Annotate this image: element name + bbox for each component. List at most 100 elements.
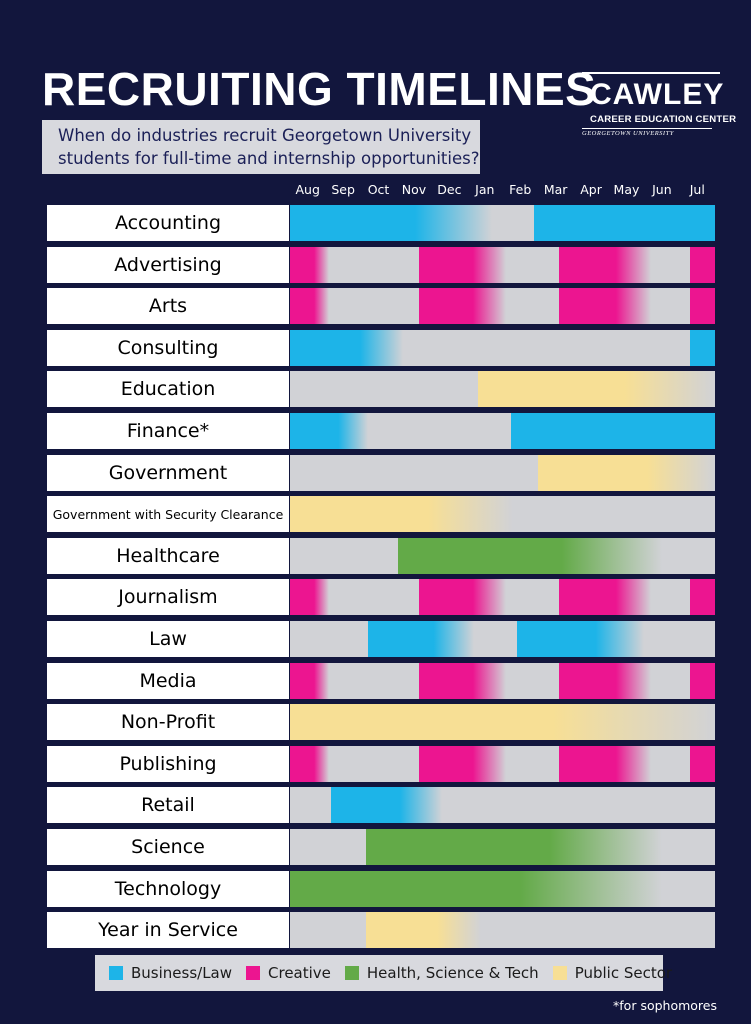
- segment-creative: [690, 745, 715, 782]
- timeline-bar: [290, 537, 715, 574]
- timeline-bar: [290, 288, 715, 325]
- row-label: Publishing: [47, 745, 289, 782]
- timeline-bar: [290, 745, 715, 782]
- legend-item-public-sector: Public Sector: [552, 964, 673, 982]
- segment-business-law: [290, 413, 368, 449]
- row-government: Government: [47, 454, 715, 491]
- logo-university: GEORGETOWN UNIVERSITY: [582, 130, 674, 137]
- timeline-bar: [290, 496, 715, 533]
- segment-creative: [690, 288, 715, 325]
- row-arts: Arts: [47, 288, 715, 325]
- row-label: Healthcare: [47, 537, 289, 574]
- row-non-profit: Non-Profit: [47, 704, 715, 741]
- row-retail: Retail: [47, 787, 715, 824]
- row-label: Finance*: [47, 413, 289, 449]
- row-publishing: Publishing: [47, 745, 715, 782]
- segment-creative: [559, 288, 652, 325]
- row-label: Consulting: [47, 329, 289, 366]
- segment-creative: [290, 579, 329, 616]
- segment-creative: [690, 579, 715, 616]
- logo-subtitle: CAREER EDUCATION CENTER: [590, 114, 737, 125]
- timeline-bar: [290, 371, 715, 408]
- row-finance: Finance*: [47, 413, 715, 449]
- page-title: RECRUITING TIMELINES: [42, 63, 597, 115]
- segment-business-law: [534, 205, 715, 241]
- segment-public-sector: [477, 371, 715, 408]
- timeline-bar: [290, 205, 715, 241]
- row-consulting: Consulting: [47, 329, 715, 366]
- row-label: Journalism: [47, 579, 289, 616]
- segment-public-sector: [366, 912, 482, 949]
- segment-creative: [690, 662, 715, 699]
- segment-creative: [559, 745, 652, 782]
- row-accounting: Accounting: [47, 205, 715, 241]
- row-media: Media: [47, 662, 715, 699]
- timeline-bar: [290, 704, 715, 741]
- legend-label: Business/Law: [131, 964, 233, 982]
- subtitle-box: When do industries recruit Georgetown Un…: [42, 120, 480, 174]
- month-label-feb: Feb: [509, 182, 532, 197]
- row-label: Retail: [47, 787, 289, 824]
- row-year-in-service: Year in Service: [47, 912, 715, 949]
- row-label: Accounting: [47, 205, 289, 241]
- month-label-may: May: [613, 182, 640, 197]
- row-label: Advertising: [47, 246, 289, 283]
- logo-rule-mid: [582, 128, 712, 129]
- segment-creative: [559, 246, 652, 283]
- row-label: Year in Service: [47, 912, 289, 949]
- row-label: Government with Security Clearance: [47, 496, 289, 533]
- row-law: Law: [47, 621, 715, 657]
- segment-creative: [419, 579, 507, 616]
- row-technology: Technology: [47, 870, 715, 907]
- segment-creative: [419, 745, 507, 782]
- timeline-bar: [290, 870, 715, 907]
- row-label: Technology: [47, 870, 289, 907]
- logo-rule-top: [582, 72, 720, 74]
- month-axis: Aug Sep Oct Nov Dec Jan Feb Mar Apr May Jun Jul: [290, 182, 715, 200]
- row-education: Education: [47, 371, 715, 408]
- legend-swatch: [552, 966, 567, 980]
- timeline-bar: [290, 621, 715, 657]
- month-label-sep: Sep: [331, 182, 355, 197]
- timeline-bar: [290, 454, 715, 491]
- segment-public-sector: [290, 704, 715, 741]
- timeline-bar: [290, 912, 715, 949]
- row-label: Arts: [47, 288, 289, 325]
- month-label-oct: Oct: [367, 182, 390, 197]
- segment-public-sector: [537, 454, 715, 491]
- footnote: *for sophomores: [613, 998, 717, 1013]
- segment-creative: [290, 745, 329, 782]
- segment-business-law: [516, 621, 645, 657]
- legend-label: Creative: [268, 964, 331, 982]
- month-label-dec: Dec: [437, 182, 462, 197]
- legend-label: Public Sector: [574, 964, 673, 982]
- row-label: Education: [47, 371, 289, 408]
- segment-creative: [290, 246, 329, 283]
- timeline-bar: [290, 662, 715, 699]
- timeline-bar: [290, 246, 715, 283]
- segment-business-law: [690, 329, 715, 366]
- row-label: Non-Profit: [47, 704, 289, 741]
- segment-creative: [690, 246, 715, 283]
- legend-swatch: [246, 966, 261, 980]
- segment-creative: [419, 288, 507, 325]
- row-label: Media: [47, 662, 289, 699]
- row-label: Government: [47, 454, 289, 491]
- legend-swatch: [109, 966, 123, 980]
- row-advertising: Advertising: [47, 246, 715, 283]
- legend-item-health-science-tech: Health, Science & Tech: [344, 964, 539, 982]
- row-healthcare: Healthcare: [47, 537, 715, 574]
- month-label-jan: Jan: [475, 182, 495, 197]
- month-label-mar: Mar: [543, 182, 568, 197]
- segment-creative: [419, 246, 507, 283]
- legend-swatch: [344, 966, 359, 980]
- segment-creative: [290, 288, 329, 325]
- cawley-logo: CAWLEY CAREER EDUCATION CENTER GEORGETOW…: [582, 72, 736, 142]
- segment-creative: [559, 579, 652, 616]
- segment-business-law: [330, 787, 443, 824]
- month-label-nov: Nov: [401, 182, 427, 197]
- segment-creative: [419, 662, 507, 699]
- timeline-bar: [290, 329, 715, 366]
- month-label-aug: Aug: [295, 182, 320, 197]
- segment-business-law: [511, 413, 715, 449]
